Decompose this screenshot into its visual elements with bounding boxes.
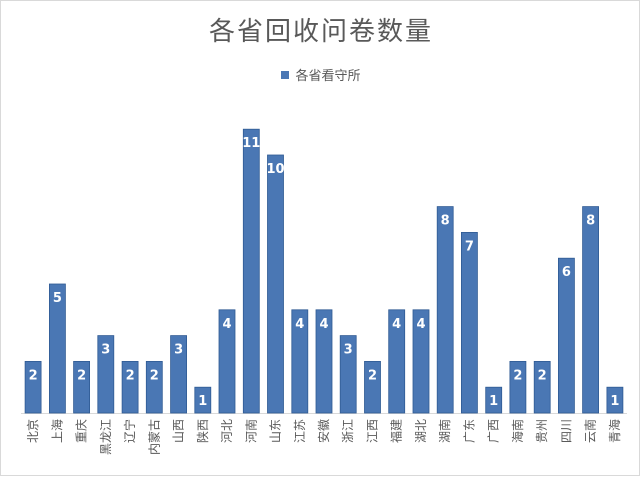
category-label: 浙江 bbox=[341, 419, 355, 443]
bar-云南 bbox=[582, 206, 599, 414]
bar-山东 bbox=[267, 154, 284, 414]
bar-value-label: 3 bbox=[101, 343, 110, 358]
category-label: 北京 bbox=[26, 419, 40, 443]
bar-湖北 bbox=[412, 309, 430, 414]
bar-贵州 bbox=[533, 360, 551, 414]
bar-value-label: 1 bbox=[610, 394, 619, 409]
bar-value-label: 4 bbox=[392, 317, 401, 332]
bar-北京 bbox=[24, 360, 42, 414]
bar-value-label: 4 bbox=[416, 317, 425, 332]
category-label: 重庆 bbox=[75, 419, 89, 443]
bar-广东 bbox=[460, 231, 478, 414]
category-label: 黑龙江 bbox=[99, 419, 113, 455]
category-label: 湖北 bbox=[413, 419, 428, 443]
category-label: 辽宁 bbox=[122, 419, 137, 443]
bar-value-label: 2 bbox=[368, 368, 377, 383]
category-label: 内蒙古 bbox=[146, 419, 161, 455]
category-label: 贵州 bbox=[535, 419, 549, 443]
bar-value-label: 2 bbox=[538, 368, 547, 383]
bar-江西 bbox=[364, 360, 381, 414]
bar-陕西 bbox=[194, 386, 212, 414]
bar-value-label: 2 bbox=[77, 368, 86, 383]
category-label: 江苏 bbox=[293, 419, 307, 443]
category-label: 山东 bbox=[269, 419, 283, 443]
category-label: 福建 bbox=[389, 419, 404, 443]
category-label: 青海 bbox=[607, 419, 622, 443]
bar-重庆 bbox=[73, 360, 90, 414]
bar-上海 bbox=[49, 283, 66, 414]
bar-value-label: 6 bbox=[562, 265, 571, 280]
bar-value-label: 11 bbox=[242, 136, 260, 151]
category-label: 云南 bbox=[583, 419, 598, 443]
legend-swatch bbox=[281, 70, 290, 79]
bar-value-label: 2 bbox=[29, 368, 38, 383]
bar-value-label: 8 bbox=[586, 214, 595, 229]
bar-河南 bbox=[242, 128, 260, 414]
bar-value-label: 2 bbox=[513, 368, 522, 383]
bar-湖南 bbox=[436, 206, 454, 414]
category-label: 上海 bbox=[49, 419, 64, 443]
bar-value-label: 7 bbox=[465, 239, 474, 254]
category-label: 河北 bbox=[220, 419, 234, 443]
bar-青海 bbox=[606, 386, 624, 414]
bar-福建 bbox=[388, 309, 406, 414]
bar-广西 bbox=[485, 386, 503, 414]
bar-山西 bbox=[170, 335, 188, 414]
bar-value-label: 2 bbox=[126, 368, 135, 383]
bar-海南 bbox=[509, 360, 527, 414]
bar-value-label: 4 bbox=[319, 317, 328, 332]
category-label: 广东 bbox=[462, 419, 476, 443]
bar-value-label: 3 bbox=[344, 343, 353, 358]
bar-value-label: 3 bbox=[174, 343, 183, 358]
bar-安徽 bbox=[315, 309, 333, 414]
bar-河北 bbox=[218, 309, 236, 414]
category-label: 安徽 bbox=[316, 419, 331, 443]
chart-title: 各省回收问卷数量 bbox=[208, 17, 433, 47]
category-label: 陕西 bbox=[195, 419, 210, 443]
category-label: 广西 bbox=[487, 419, 501, 443]
bar-value-label: 5 bbox=[53, 291, 62, 306]
bar-value-label: 8 bbox=[441, 214, 450, 229]
category-label: 山西 bbox=[172, 419, 186, 443]
bar-江苏 bbox=[291, 309, 309, 414]
bar-黑龙江 bbox=[97, 335, 115, 414]
bar-value-label: 1 bbox=[198, 394, 207, 409]
category-label: 海南 bbox=[510, 419, 525, 443]
category-label: 四川 bbox=[559, 419, 573, 443]
category-label: 江西 bbox=[366, 419, 380, 443]
bar-四川 bbox=[558, 257, 575, 414]
bar-浙江 bbox=[339, 335, 357, 414]
bar-value-label: 10 bbox=[266, 162, 284, 177]
chart-legend: 各省看守所 bbox=[1, 65, 640, 84]
bar-value-label: 1 bbox=[489, 394, 498, 409]
category-label: 河南 bbox=[243, 419, 258, 443]
bar-value-label: 4 bbox=[222, 317, 231, 332]
category-label: 湖南 bbox=[437, 419, 452, 443]
bar-value-label: 2 bbox=[150, 368, 159, 383]
legend-label: 各省看守所 bbox=[295, 69, 361, 84]
bar-辽宁 bbox=[121, 360, 139, 414]
bar-value-label: 4 bbox=[295, 317, 304, 332]
bar-内蒙古 bbox=[145, 360, 163, 414]
